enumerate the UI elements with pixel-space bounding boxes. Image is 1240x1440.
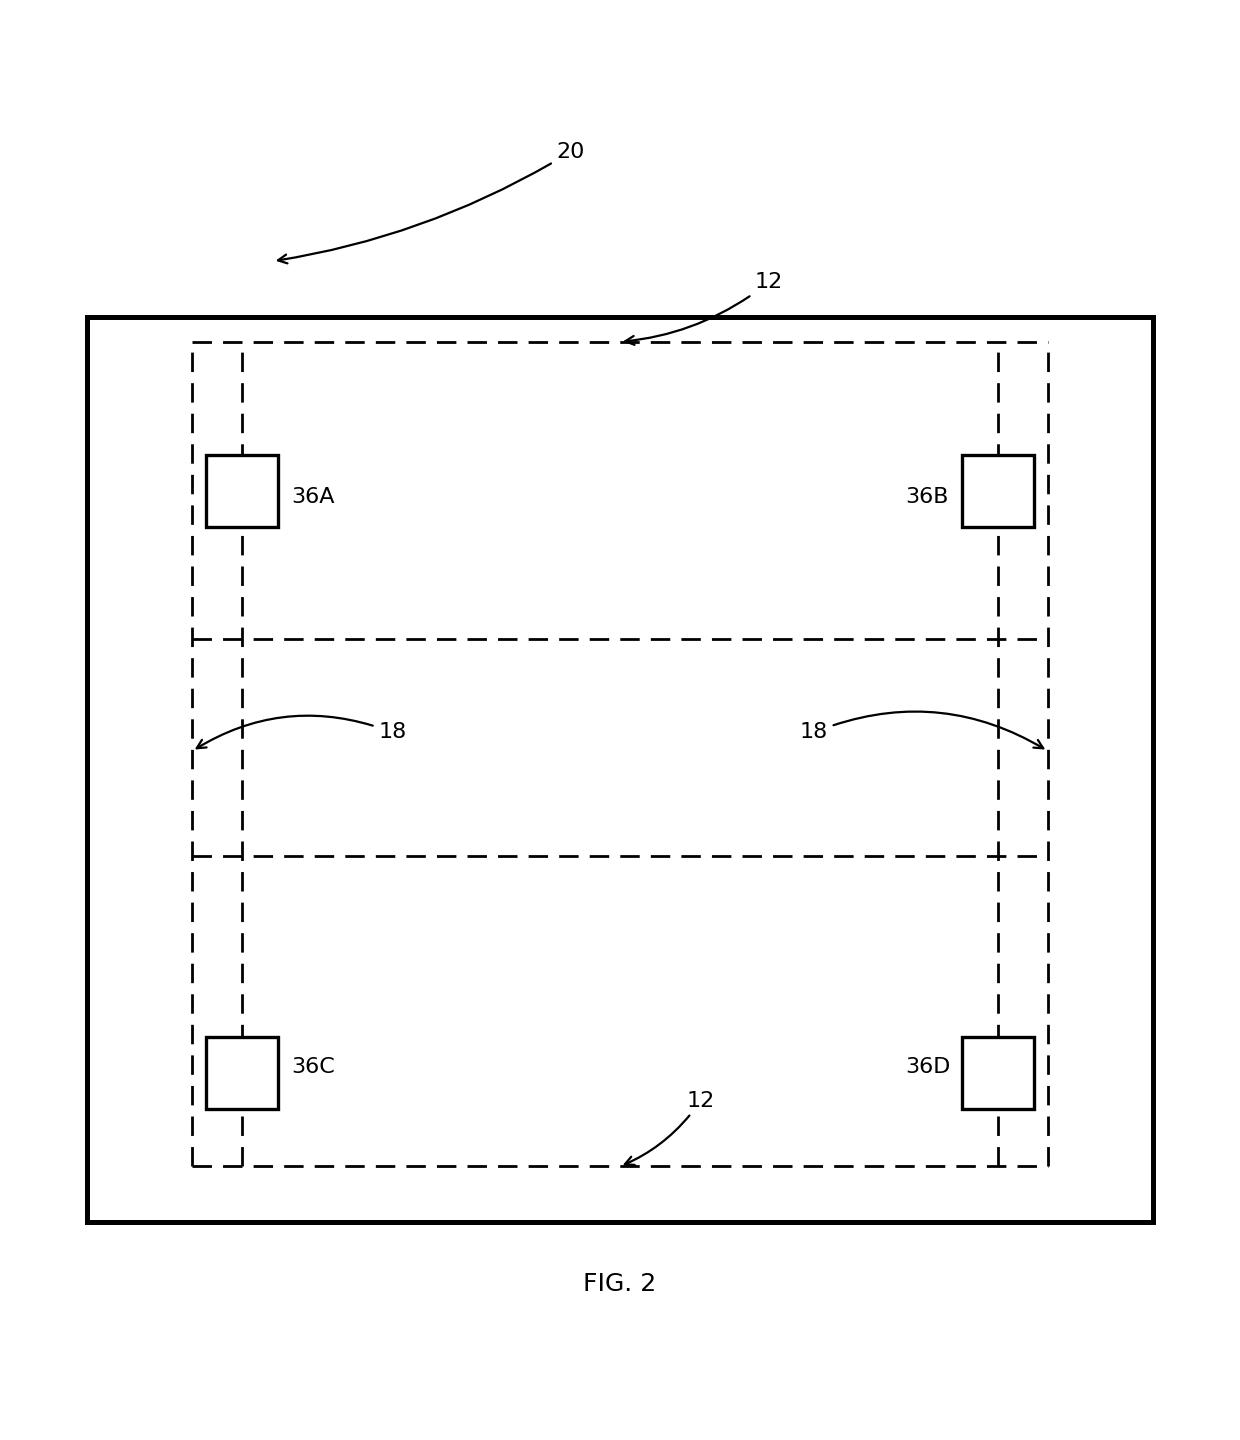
Bar [962,455,1034,527]
Text: 12: 12 [625,272,782,344]
Bar [87,317,1153,1223]
Text: 12: 12 [625,1090,714,1165]
Text: 18: 18 [197,716,407,749]
Text: 20: 20 [278,143,584,264]
Text: 18: 18 [800,711,1043,749]
Bar [206,1037,278,1109]
Text: 36C: 36C [291,1057,335,1077]
Text: FIG. 2: FIG. 2 [583,1272,657,1296]
Bar [962,1037,1034,1109]
Text: 36D: 36D [905,1057,951,1077]
Text: 36B: 36B [905,487,949,507]
Text: 36A: 36A [291,487,335,507]
Bar [206,455,278,527]
